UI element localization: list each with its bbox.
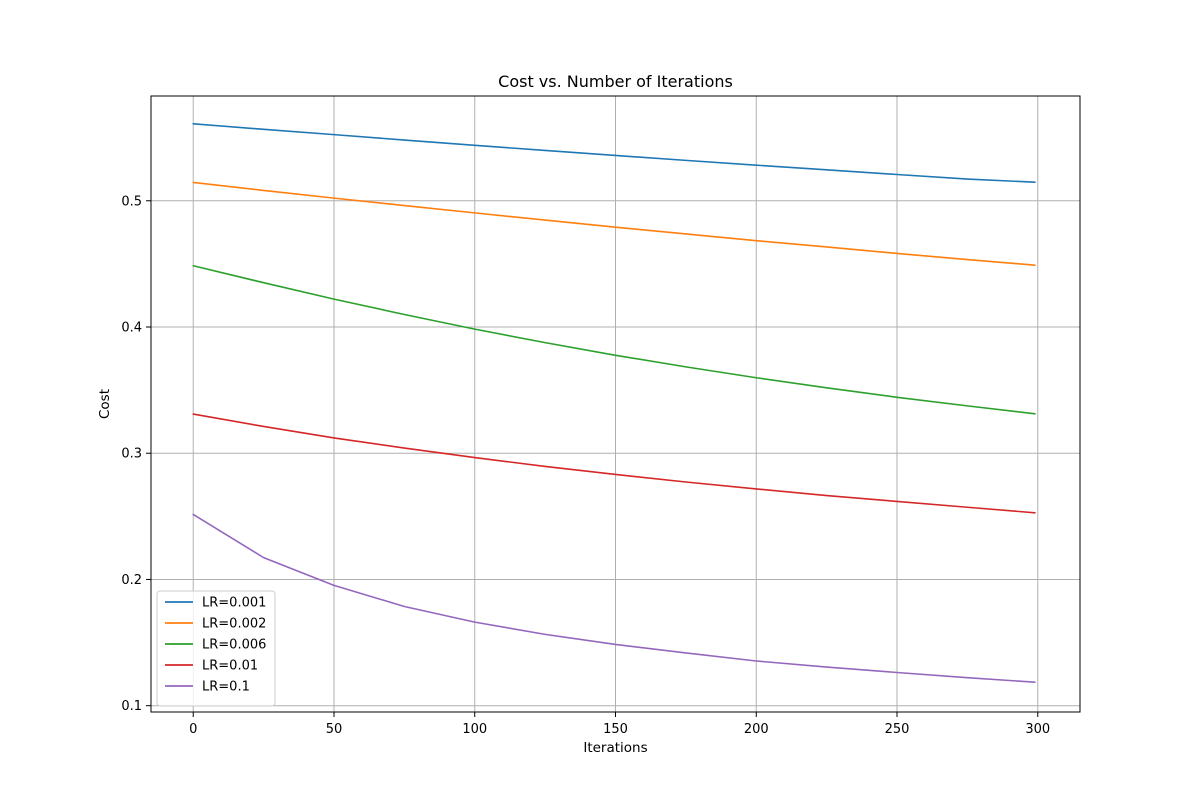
legend-label: LR=0.1	[202, 680, 250, 695]
chart-title: Cost vs. Number of Iterations	[498, 72, 733, 91]
y-tick-label: 0.5	[121, 194, 142, 209]
legend-label: LR=0.001	[202, 596, 266, 611]
y-tick-label: 0.3	[121, 447, 142, 462]
legend-label: LR=0.006	[202, 638, 266, 653]
axis-ticks: 0 50 100 150 200 250 300 0.1 0.2 0.3 0.4 0.5	[121, 194, 1050, 737]
x-tick-label: 100	[462, 722, 487, 737]
x-tick-label: 150	[603, 722, 628, 737]
series-line-2	[192, 181, 1036, 266]
x-axis-label: Iterations	[583, 740, 647, 756]
y-tick-label: 0.4	[121, 321, 142, 336]
y-tick-label: 0.1	[121, 699, 142, 714]
series-line-5	[192, 513, 1036, 684]
y-axis-label: Cost	[97, 389, 113, 419]
x-tick-label: 50	[326, 722, 343, 737]
x-tick-label: 250	[885, 722, 910, 737]
legend-box	[156, 590, 276, 707]
legend-label: LR=0.01	[202, 659, 258, 674]
grid-lines	[151, 96, 1080, 712]
series-line-1	[192, 122, 1036, 184]
x-tick-label: 300	[1025, 722, 1050, 737]
x-tick-label: 200	[744, 722, 769, 737]
series-line-4	[192, 413, 1036, 514]
legend-label: LR=0.002	[202, 617, 266, 632]
series-lines	[192, 122, 1036, 684]
x-tick-label: 0	[189, 722, 197, 737]
series-line-3	[192, 264, 1036, 415]
y-tick-label: 0.2	[121, 573, 142, 588]
legend: LR=0.001 LR=0.002 LR=0.006 LR=0.01 LR=0.1	[156, 590, 276, 707]
